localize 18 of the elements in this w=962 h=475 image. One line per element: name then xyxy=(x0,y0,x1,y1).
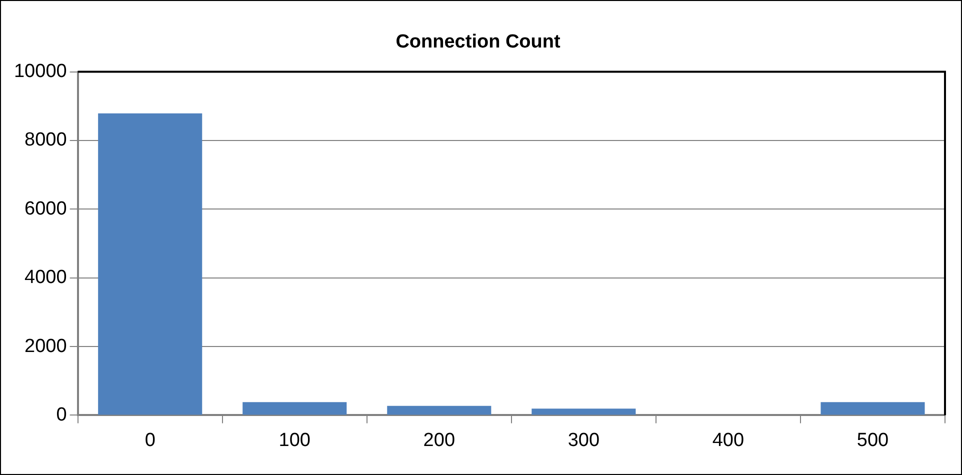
bar xyxy=(532,408,636,415)
y-tick-label: 10000 xyxy=(14,61,67,82)
x-tick-label: 500 xyxy=(856,430,889,451)
y-tick-label: 0 xyxy=(56,404,67,426)
x-tick-label: 400 xyxy=(712,430,744,451)
bar xyxy=(98,113,202,415)
x-tick-label: 300 xyxy=(568,430,600,451)
y-tick-label: 8000 xyxy=(24,130,67,151)
bar xyxy=(387,406,492,415)
y-tick-label: 4000 xyxy=(24,267,67,288)
chart-title: Connection Count xyxy=(396,32,561,53)
x-tick-label: 200 xyxy=(423,430,456,451)
bar xyxy=(242,402,347,415)
y-tick-label: 2000 xyxy=(24,336,67,357)
x-tick-label: 100 xyxy=(278,430,310,451)
x-tick-label: 0 xyxy=(144,430,156,451)
y-tick-label: 6000 xyxy=(24,198,67,220)
bar xyxy=(820,402,925,415)
